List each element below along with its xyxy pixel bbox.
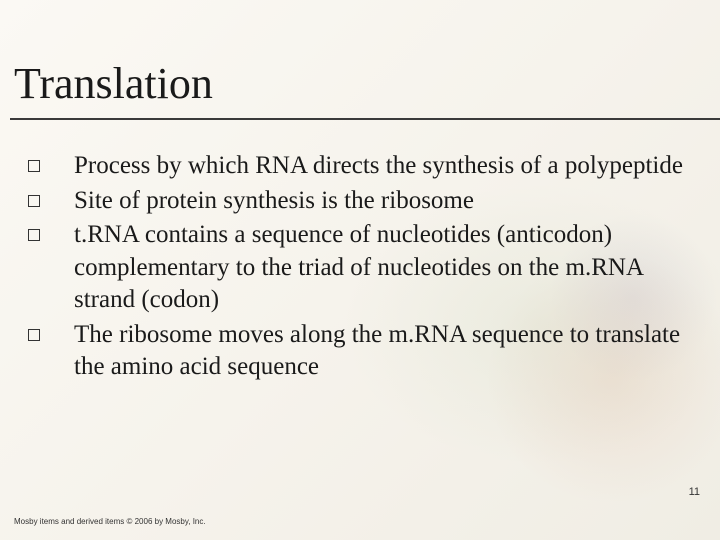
bullet-square-icon [28,229,40,241]
bullet-item: Process by which RNA directs the synthes… [28,150,690,183]
bullet-item: Site of protein synthesis is the ribosom… [28,185,690,218]
bullet-text: t.RNA contains a sequence of nucleotides… [74,219,690,317]
bullet-square-icon [28,329,40,341]
bullet-text: Site of protein synthesis is the ribosom… [74,185,474,218]
bullet-item: The ribosome moves along the m.RNA seque… [28,319,690,384]
footer-copyright: Mosby items and derived items © 2006 by … [14,517,206,526]
bullet-text: The ribosome moves along the m.RNA seque… [74,319,690,384]
title-underline [10,118,720,120]
bullet-square-icon [28,160,40,172]
bullet-text: Process by which RNA directs the synthes… [74,150,683,183]
bullet-item: t.RNA contains a sequence of nucleotides… [28,219,690,317]
content-area: Process by which RNA directs the synthes… [28,150,690,386]
slide-container: Translation Process by which RNA directs… [0,0,720,540]
page-number: 11 [689,486,700,498]
bullet-square-icon [28,195,40,207]
slide-title: Translation [14,58,213,109]
